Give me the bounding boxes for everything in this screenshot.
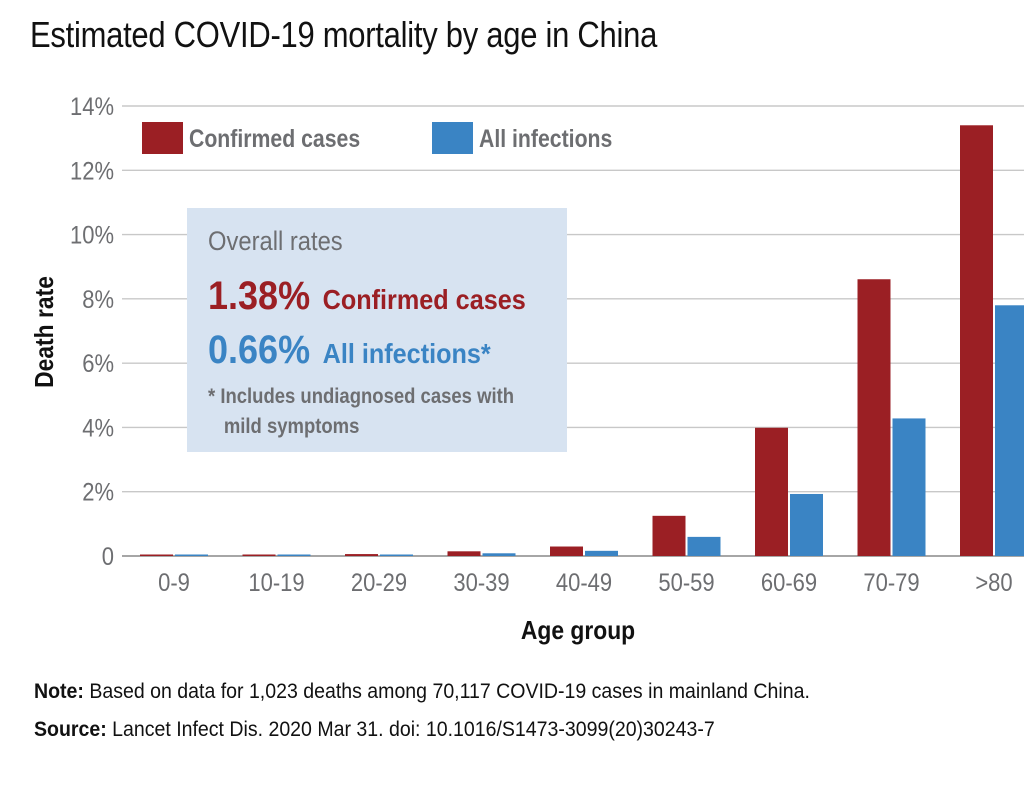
footnote-line-1: * Includes undiagnosed cases with [208, 385, 515, 408]
x-tick-label: 10-19 [248, 569, 304, 597]
y-tick-label: 14% [70, 93, 114, 121]
bar-all-infections [585, 550, 618, 556]
bar-all-infections [790, 493, 823, 556]
x-tick-label: >80 [975, 569, 1012, 597]
legend-label-all-infections: All infections [479, 124, 612, 152]
bar-all-infections [687, 536, 721, 556]
confirmed-rate-row: 1.38% Confirmed cases [208, 274, 526, 319]
y-tick-label: 4% [82, 414, 114, 442]
y-tick-label: 0 [102, 543, 114, 571]
legend-swatch-confirmed [142, 122, 183, 154]
y-axis-label: Death rate [31, 276, 60, 388]
x-tick-label: 70-79 [863, 569, 919, 597]
bar-all-infections [892, 418, 926, 556]
footnote-line-2: mild symptoms [223, 415, 360, 438]
x-tick-label: 40-49 [556, 569, 612, 597]
chart-title: Estimated COVID-19 mortality by age in C… [30, 14, 658, 55]
source-label: Source: [34, 718, 107, 741]
x-tick-label: 60-69 [761, 569, 817, 597]
bar-all-infections [175, 554, 208, 556]
y-tick-label: 2% [82, 478, 114, 506]
note-body: Based on data for 1,023 deaths among 70,… [83, 680, 810, 703]
x-tick-label: 50-59 [658, 569, 714, 597]
bar-confirmed-cases [140, 554, 173, 556]
source-text: Source: Lancet Infect Dis. 2020 Mar 31. … [34, 718, 715, 742]
x-axis-label: Age group [521, 617, 635, 646]
bar-confirmed-cases [857, 279, 891, 556]
x-tick-label: 0-9 [158, 569, 190, 597]
y-tick-label: 10% [70, 221, 114, 249]
y-tick-label: 8% [82, 286, 114, 314]
legend-swatch-all-infections [432, 122, 473, 154]
bar-all-infections [995, 305, 1024, 556]
source-body: Lancet Infect Dis. 2020 Mar 31. doi: 10.… [106, 718, 715, 741]
bar-confirmed-cases [345, 554, 378, 556]
x-tick-label: 30-39 [453, 569, 509, 597]
y-tick-label: 12% [70, 157, 114, 185]
bar-confirmed-cases [960, 125, 993, 557]
bar-confirmed-cases [652, 515, 686, 556]
x-tick-label: 20-29 [351, 569, 407, 597]
bar-confirmed-cases [242, 554, 276, 556]
bar-all-infections [482, 553, 516, 556]
bar-confirmed-cases [755, 427, 788, 556]
all-infections-rate-label: All infections* [322, 338, 491, 369]
overall-rates-heading: Overall rates [208, 226, 343, 256]
bar-confirmed-cases [550, 546, 583, 556]
y-tick-label: 6% [82, 350, 114, 378]
confirmed-rate-value: 1.38% [208, 274, 311, 318]
bar-all-infections [380, 554, 413, 556]
bar-all-infections [277, 554, 311, 556]
note-text: Note: Based on data for 1,023 deaths amo… [34, 680, 810, 704]
overall-rates-box: Overall rates 1.38% Confirmed cases 0.66%… [187, 208, 567, 452]
bar-confirmed-cases [447, 551, 481, 556]
note-label: Note: [34, 680, 84, 703]
all-infections-rate-value: 0.66% [208, 328, 311, 372]
all-infections-rate-row: 0.66% All infections* [208, 328, 491, 373]
infobox-footnote: * Includes undiagnosed cases with mild s… [208, 382, 514, 442]
confirmed-rate-label: Confirmed cases [322, 284, 526, 315]
legend-label-confirmed: Confirmed cases [189, 124, 360, 152]
